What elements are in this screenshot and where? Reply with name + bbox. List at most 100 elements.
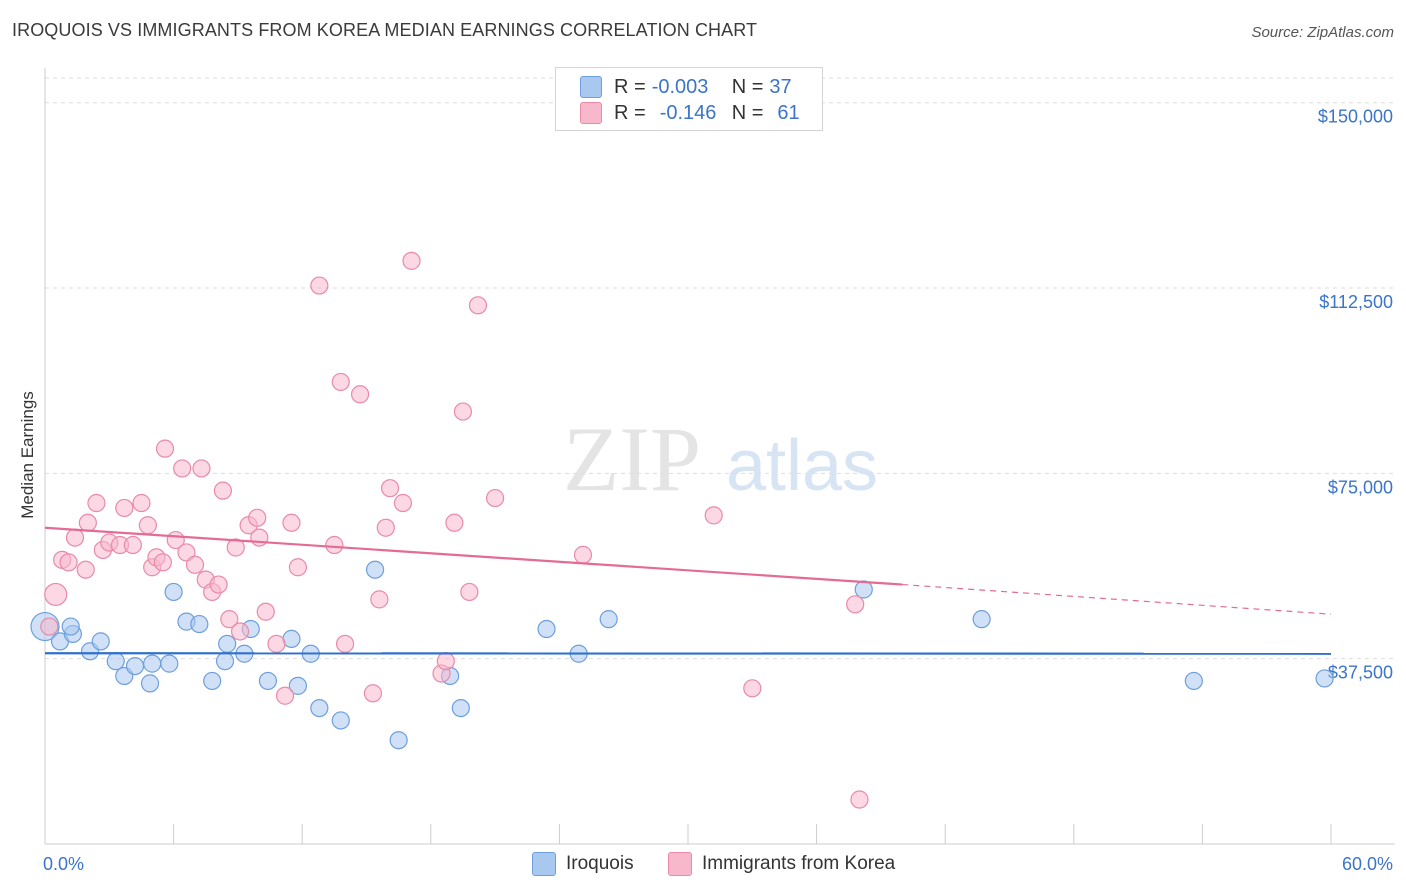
korea-point [468, 296, 488, 315]
korea-point [282, 513, 301, 532]
korea-point [335, 634, 355, 653]
korea-point [256, 602, 275, 621]
y-tick-label: $112,500 [1319, 292, 1393, 312]
korea-point [192, 459, 211, 478]
korea-point [220, 610, 239, 629]
korea-point [453, 402, 473, 421]
iroquois-point [1184, 671, 1203, 691]
chart-title: IROQUOIS VS IMMIGRANTS FROM KOREA MEDIAN… [12, 20, 758, 40]
legend-r-label: R = [614, 75, 646, 98]
iroquois-point [599, 610, 618, 629]
korea-point [275, 686, 295, 705]
iroquois-point [215, 652, 235, 671]
legend-row-iroquois: R = -0.003 N = 37 [580, 75, 792, 99]
korea-point [370, 590, 389, 609]
korea-point [846, 595, 865, 614]
korea-point [213, 481, 232, 500]
korea-trend-line-extension [902, 583, 1332, 615]
legend-n-label: N = [731, 75, 764, 98]
korea-point [743, 679, 762, 698]
y-axis-label: Median Earnings [18, 391, 37, 519]
legend-n-value: 61 [777, 101, 800, 124]
watermark-zip: ZIP [563, 408, 701, 510]
watermark-atlas: atlas [726, 426, 878, 506]
iroquois-point [203, 671, 222, 691]
korea-point [460, 582, 479, 602]
iroquois-point [972, 610, 991, 629]
x-tick-label: 60.0% [1342, 854, 1393, 874]
legend-r-label: R = [614, 101, 646, 124]
korea-point [138, 516, 157, 535]
korea-point [376, 518, 395, 537]
korea-point [331, 372, 350, 392]
iroquois-point [61, 617, 80, 636]
korea-point [132, 493, 151, 513]
iroquois-point [537, 619, 556, 639]
legend-n-label: N = [731, 101, 764, 124]
iroquois-point [310, 698, 329, 718]
korea-point [44, 582, 68, 607]
korea-point [248, 508, 267, 527]
korea-point [267, 634, 286, 653]
korea-point [325, 535, 344, 555]
korea-point [173, 459, 192, 478]
iroquois-point [854, 580, 873, 599]
iroquois-point [143, 654, 162, 673]
iroquois-point [288, 676, 308, 695]
korea-point [704, 506, 723, 525]
korea-point [393, 493, 413, 513]
korea-point [310, 276, 329, 295]
iroquois-point [190, 614, 209, 634]
korea-point [76, 560, 95, 579]
korea-point [78, 513, 97, 532]
legend-row-korea: R = -0.146 N = 61 [580, 101, 800, 125]
korea-point [486, 488, 505, 508]
iroquois-point [389, 731, 408, 750]
korea-point [436, 652, 455, 671]
y-tick-label: $37,500 [1328, 663, 1393, 683]
korea-point [123, 535, 142, 555]
bottom-legend-label: Iroquois [566, 853, 634, 874]
korea-point [230, 622, 250, 641]
iroquois-point [91, 632, 110, 651]
korea-trend-line [44, 526, 903, 586]
korea-point [155, 439, 175, 458]
iroquois-point [164, 582, 183, 602]
korea-point [209, 575, 228, 594]
iroquois-point [282, 629, 301, 649]
korea-point [402, 251, 421, 270]
iroquois-point [106, 652, 125, 671]
korea-point [115, 498, 134, 518]
bottom-legend-label: Immigrants from Korea [702, 853, 896, 874]
korea-point [250, 528, 269, 547]
y-tick-label: $75,000 [1328, 477, 1393, 497]
legend-r-value: -0.146 [659, 101, 717, 124]
legend-swatch-blue [580, 76, 602, 98]
correlation-legend: R = -0.003 N = 37 R = -0.146 N = 61 [555, 67, 823, 131]
iroquois-point [365, 560, 385, 579]
iroquois-point [451, 698, 470, 718]
korea-point [226, 538, 245, 557]
iroquois-point [258, 671, 278, 691]
korea-point [350, 385, 370, 404]
legend-swatch-pink [580, 102, 602, 124]
korea-point [87, 493, 106, 513]
korea-point [40, 617, 59, 636]
iroquois-point [125, 656, 145, 676]
bottom-legend-swatch-pink [668, 852, 692, 876]
korea-point [153, 553, 172, 572]
korea-point [59, 553, 78, 572]
bottom-legend-iroquois: Iroquois [532, 851, 634, 877]
korea-point [573, 545, 593, 564]
korea-point [185, 555, 205, 574]
iroquois-point [331, 711, 350, 730]
korea-point [445, 513, 464, 532]
korea-point [850, 790, 869, 809]
legend-n-value: 37 [769, 75, 792, 98]
x-tick-label: 0.0% [43, 854, 84, 874]
iroquois-point [218, 634, 237, 653]
bottom-legend-korea: Immigrants from Korea [668, 851, 895, 877]
iroquois-point [140, 674, 160, 693]
legend-r-value: -0.003 [651, 75, 709, 98]
